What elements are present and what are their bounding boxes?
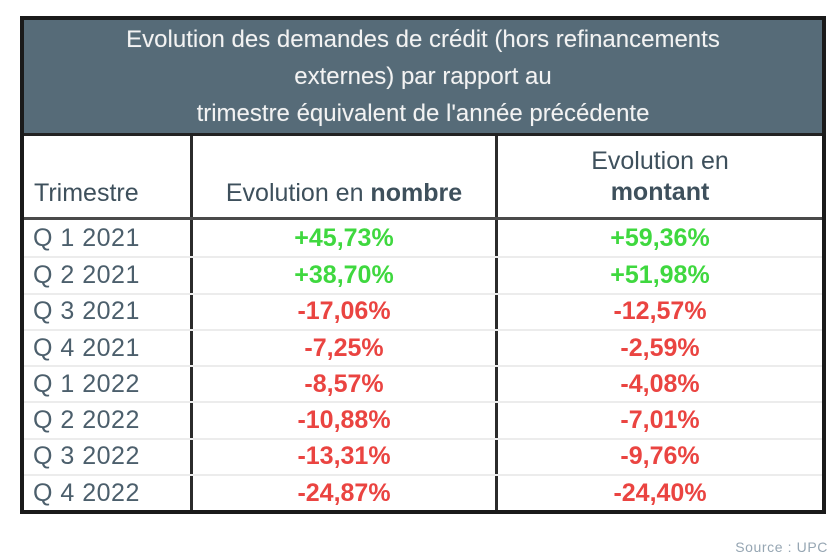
quarter-cell: Q 4 2021: [24, 330, 193, 366]
montant-cell: -9,76%: [620, 442, 700, 471]
nombre-cell: -13,31%: [193, 439, 498, 475]
title-line-1: Evolution des demandes de crédit (hors r…: [126, 26, 720, 53]
montant-cell: -12,57%: [613, 297, 707, 326]
quarter-cell: Q 4 2022: [24, 476, 193, 511]
table-row: Q 2 2022 -10,88% -7,01%: [24, 401, 822, 438]
table-row: Q 4 2021 -7,25% -2,59%: [24, 328, 822, 366]
nombre-cell: -24,87%: [193, 476, 498, 511]
table-row: Q 1 2022 -8,57% -4,08%: [24, 365, 822, 402]
column-header-montant: Evolution en montant: [498, 136, 822, 217]
nombre-label: Evolution en nombre: [226, 179, 462, 208]
montant-label-line1: Evolution en: [591, 147, 729, 175]
nombre-cell: +38,70%: [193, 258, 498, 293]
montant-cell: -7,01%: [620, 406, 700, 435]
montant-label: Evolution en montant: [591, 146, 729, 208]
trimestre-label: Trimestre: [34, 179, 139, 207]
montant-cell: -24,40%: [613, 478, 707, 507]
table-body: Q 1 2021 +45,73% +59,36% Q 2 2021 +38,70…: [24, 220, 822, 511]
table-row: Q 2 2021 +38,70% +51,98%: [24, 256, 822, 293]
nombre-cell: +45,73%: [193, 220, 498, 257]
quarter-cell: Q 1 2021: [24, 220, 193, 257]
table-title-band: Evolution des demandes de crédit (hors r…: [24, 20, 822, 136]
nombre-label-prefix: Evolution en: [225, 179, 371, 207]
nombre-cell: -17,06%: [193, 294, 498, 329]
title-line-2: externes) par rapport au: [294, 63, 552, 90]
table-row: Q 1 2021 +45,73% +59,36%: [24, 220, 822, 257]
quarter-cell: Q 3 2021: [24, 294, 193, 329]
nombre-label-bold: nombre: [370, 179, 463, 207]
table-row: Q 3 2022 -13,31% -9,76%: [24, 437, 822, 475]
nombre-cell: -10,88%: [193, 403, 498, 438]
quarter-cell: Q 3 2022: [24, 439, 193, 475]
quarter-cell: Q 2 2021: [24, 258, 193, 293]
nombre-cell: -7,25%: [193, 330, 498, 366]
credit-evolution-table: Evolution des demandes de crédit (hors r…: [20, 16, 826, 515]
quarter-cell: Q 2 2022: [24, 403, 193, 438]
table-row: Q 3 2021 -17,06% -12,57%: [24, 292, 822, 329]
montant-label-bold: montant: [610, 178, 710, 206]
column-header-trimestre: Trimestre: [24, 136, 193, 217]
column-header-nombre: Evolution en nombre: [193, 136, 498, 217]
quarter-cell: Q 1 2022: [24, 367, 193, 402]
title-line-3: trimestre équivalent de l'année précéden…: [196, 100, 650, 127]
column-header-row: Trimestre Evolution en nombre Evolution …: [24, 136, 822, 220]
montant-cell: -2,59%: [620, 333, 700, 362]
montant-cell: -4,08%: [620, 369, 700, 398]
montant-cell: +51,98%: [610, 260, 710, 289]
nombre-cell: -8,57%: [193, 367, 498, 402]
montant-cell: +59,36%: [610, 223, 710, 252]
source-caption: Source : UPC: [735, 539, 828, 555]
table-row: Q 4 2022 -24,87% -24,40%: [24, 474, 822, 511]
